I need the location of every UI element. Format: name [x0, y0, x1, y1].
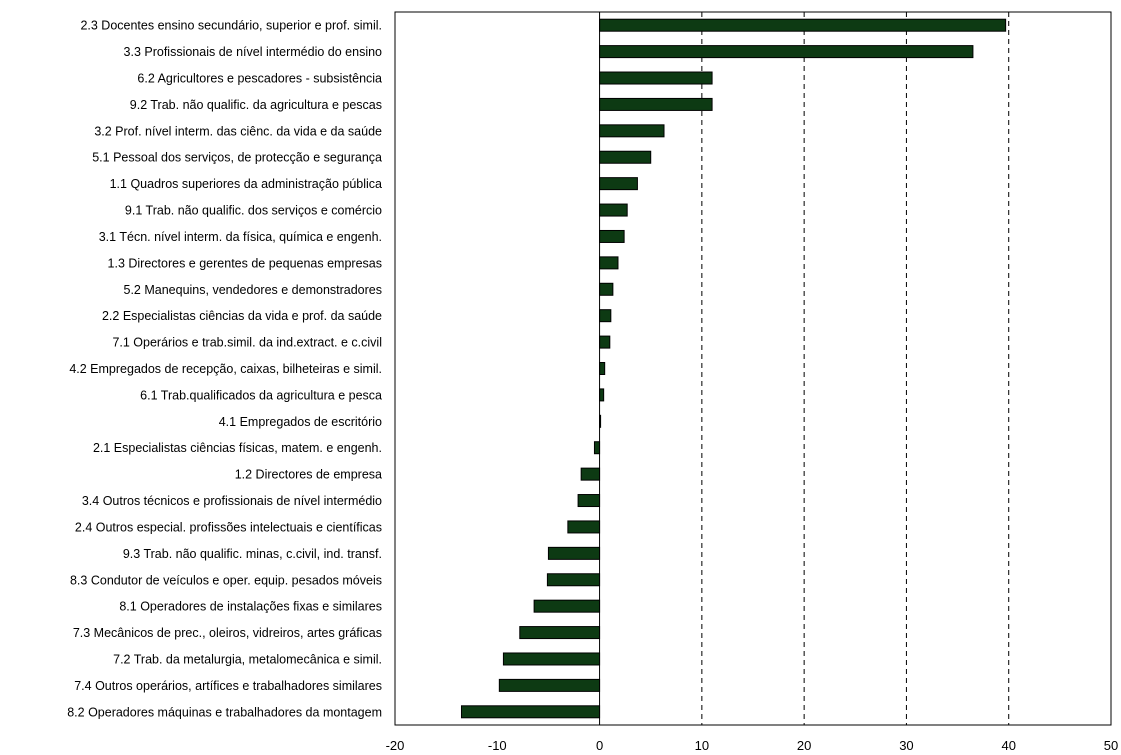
bar-13: [599, 335, 611, 349]
category-label-9: 3.1 Técn. nível interm. da física, quími…: [99, 230, 382, 244]
bars: [460, 18, 1007, 719]
category-label-15: 6.1 Trab.qualificados da agricultura e p…: [140, 388, 382, 402]
category-label-23: 8.1 Operadores de instalações fixas e si…: [119, 600, 382, 614]
bar-11: [599, 282, 614, 296]
bar-14: [599, 362, 606, 375]
category-label-22: 8.3 Condutor de veículos e oper. equip. …: [70, 573, 382, 587]
category-label-2: 3.3 Profissionais de nível intermédio do…: [124, 45, 383, 59]
bar-9: [599, 229, 625, 243]
x-axis-tick-labels: -20 -10 0 10 20 30 40 50: [386, 738, 1119, 753]
category-label-8: 9.1 Trab. não qualific. dos serviços e c…: [125, 204, 382, 218]
category-label-24: 7.3 Mecânicos de prec., oleiros, vidreir…: [73, 626, 382, 640]
bar-25: [502, 652, 601, 666]
category-label-19: 3.4 Outros técnicos e profissionais de n…: [82, 494, 382, 508]
bar-24: [519, 626, 601, 640]
bar-19: [577, 494, 601, 508]
category-label-11: 5.2 Manequins, vendedores e demonstrador…: [124, 283, 383, 297]
category-label-7: 1.1 Quadros superiores da administração …: [110, 177, 382, 191]
x-tick-label: 30: [899, 738, 913, 753]
bar-7: [599, 177, 638, 191]
x-tick-label: 0: [596, 738, 603, 753]
category-label-18: 1.2 Directores de empresa: [235, 468, 382, 482]
bar-18: [580, 467, 601, 481]
category-label-17: 2.1 Especialistas ciências físicas, mate…: [93, 441, 382, 455]
category-label-6: 5.1 Pessoal dos serviços, de protecção e…: [92, 151, 382, 165]
x-tick-label: -20: [386, 738, 405, 753]
bar-21: [547, 546, 601, 560]
category-label-10: 1.3 Directores e gerentes de pequenas em…: [108, 256, 382, 270]
bar-15: [599, 388, 605, 402]
plot-frame: [394, 11, 1112, 726]
x-tick-label: 50: [1104, 738, 1118, 753]
bar-23: [533, 599, 601, 613]
bar-10: [599, 256, 619, 270]
bar-5: [599, 124, 665, 138]
x-tick-label: 40: [1001, 738, 1015, 753]
bar-12: [599, 309, 612, 323]
x-tick-label: 20: [797, 738, 811, 753]
bar-6: [599, 150, 652, 164]
bar-3: [599, 71, 713, 85]
category-label-26: 7.4 Outros operários, artífices e trabal…: [74, 679, 382, 693]
category-label-25: 7.2 Trab. da metalurgia, metalomecânica …: [113, 652, 382, 666]
bar-20: [567, 520, 601, 534]
plot-area-border: [394, 11, 1112, 726]
category-label-12: 2.2 Especialistas ciências da vida e pro…: [102, 309, 382, 323]
bar-27: [460, 705, 601, 719]
category-label-1: 2.3 Docentes ensino secundário, superior…: [80, 19, 382, 33]
category-labels: 2.3 Docentes ensino secundário, superior…: [67, 19, 382, 720]
bar-4: [599, 97, 713, 111]
bar-8: [599, 203, 628, 217]
category-label-20: 2.4 Outros especial. profissões intelect…: [75, 520, 382, 534]
bar-1: [599, 18, 1007, 32]
bar-2: [599, 45, 974, 59]
bar-22: [546, 573, 601, 587]
category-label-21: 9.3 Trab. não qualific. minas, c.civil, …: [123, 547, 382, 561]
category-label-16: 4.1 Empregados de escritório: [219, 415, 382, 429]
gridlines: [701, 12, 1010, 725]
bar-17: [593, 441, 601, 455]
x-tick-label: 10: [695, 738, 709, 753]
category-label-14: 4.2 Empregados de recepção, caixas, bilh…: [69, 362, 382, 376]
category-label-4: 9.2 Trab. não qualific. da agricultura e…: [130, 98, 382, 112]
bar-26: [498, 678, 601, 692]
category-label-13: 7.1 Operários e trab.simil. da ind.extra…: [112, 336, 382, 350]
category-label-3: 6.2 Agricultores e pescadores - subsistê…: [137, 72, 382, 86]
x-tick-label: -10: [488, 738, 507, 753]
category-label-5: 3.2 Prof. nível interm. das ciênc. da vi…: [94, 124, 382, 138]
category-label-27: 8.2 Operadores máquinas e trabalhadores …: [67, 705, 382, 719]
